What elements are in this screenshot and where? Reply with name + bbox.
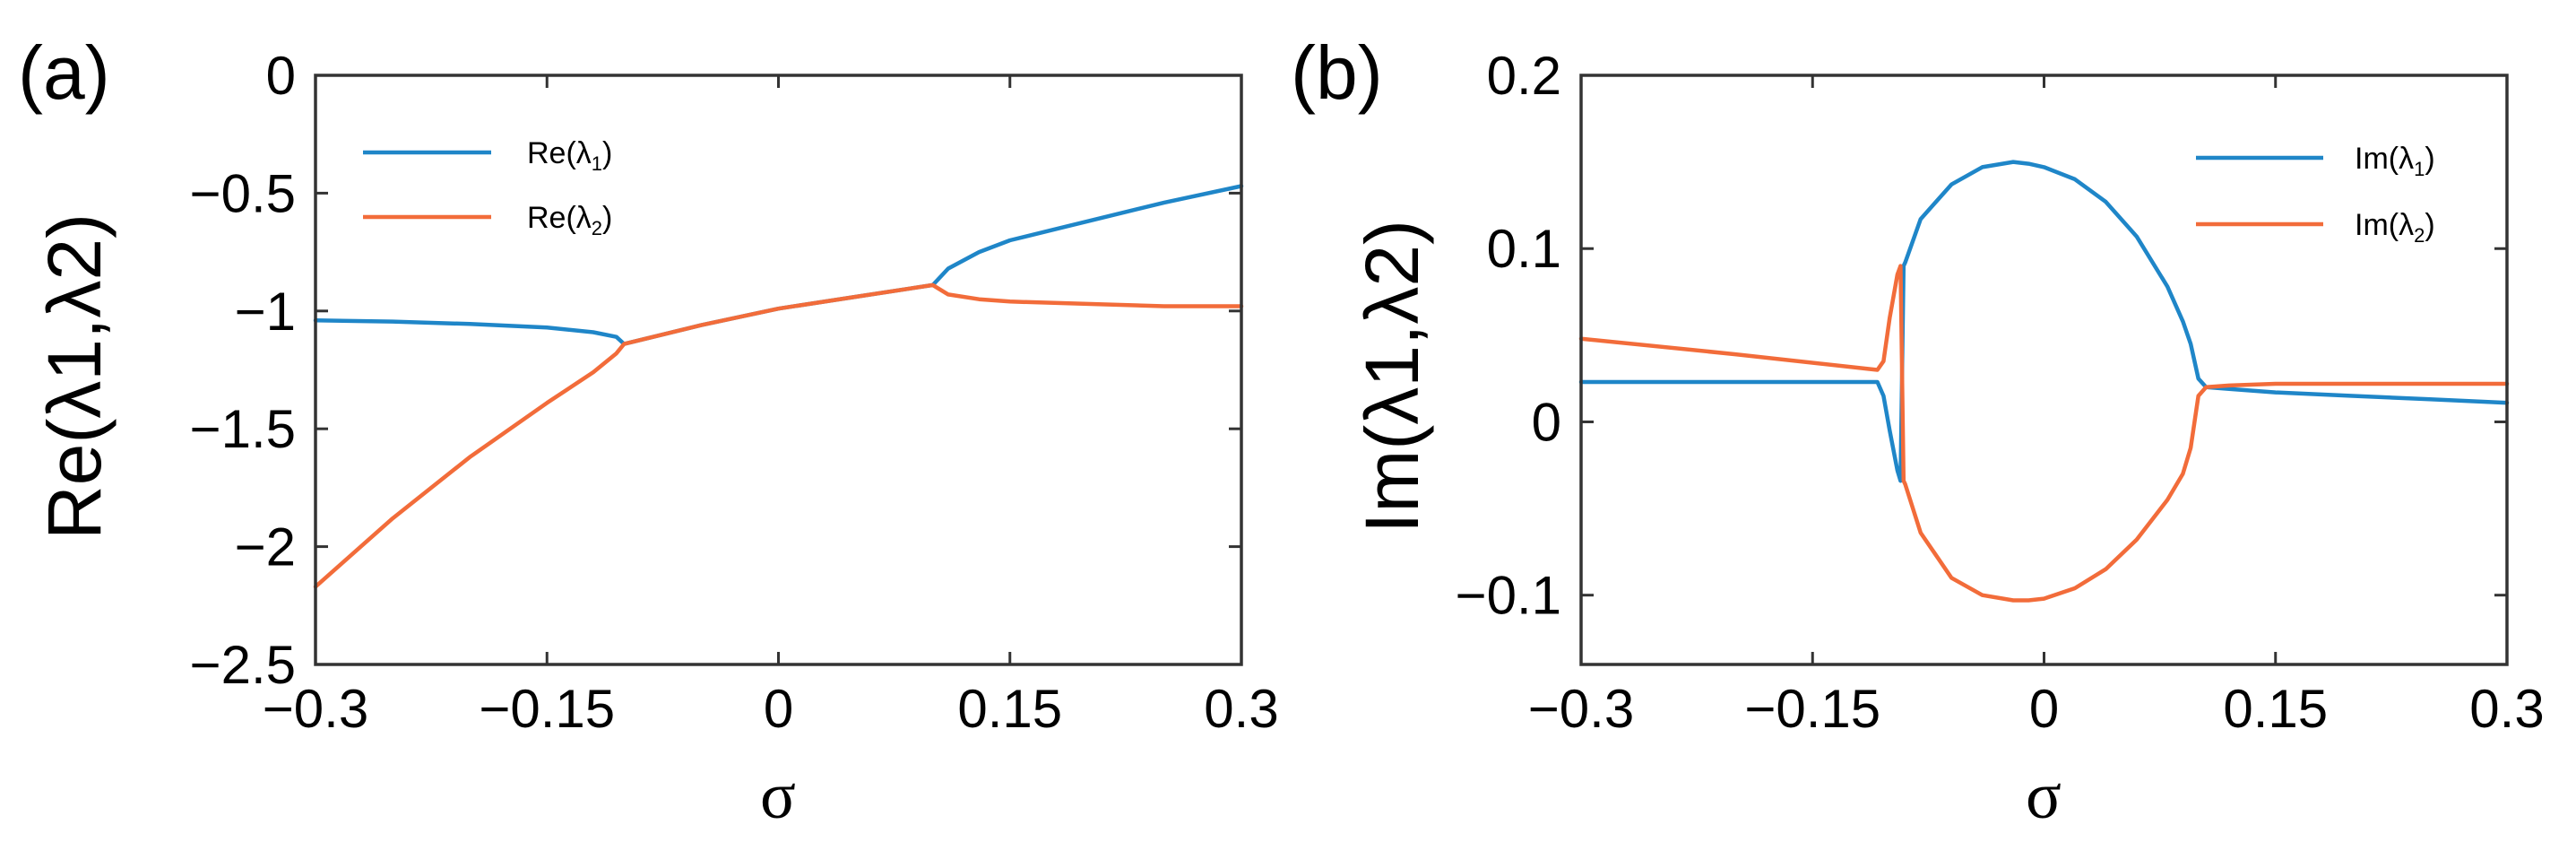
panel-a-xtick-label: 0.15 [957,679,1062,739]
panel-b-ylabel: Im(λ1,λ2) [1350,220,1434,534]
panel-a-ytick-label: 0 [266,46,296,106]
panel-b-xlabel: σ [2026,760,2062,833]
panel-a-label: (a) [18,30,110,115]
legend-label-im-lambda2: Im(λ2) [2355,208,2435,247]
panel-a-ylabel: Re(λ1,λ2) [32,213,117,540]
panel-b-ytick-label: 0.2 [1487,46,1561,106]
panel-a-legend: Re(λ1) Re(λ2) [363,136,612,239]
panel-a-ylabel-text: Re(λ1,λ2) [32,213,117,540]
panel-b-series-line-2 [1581,266,2507,601]
panel-a-ytick-label: −0.5 [190,163,296,223]
panel-b: (b) Im(λ1,λ2) −0.3 −0.15 0 0.15 0.3 0.2 0.1 0 −0… [1291,30,2545,833]
panel-a-ytick-label: −1 [235,282,296,342]
panel-a-series-line-2 [316,285,1241,586]
panel-b-xtick-label: 0.3 [2469,679,2544,739]
panel-a-ytick-label: −1.5 [190,399,296,459]
legend-label-re-lambda2: Re(λ2) [527,201,612,239]
panel-a-ytick-label: −2.5 [190,635,296,695]
panel-a-xlabel: σ [760,760,796,833]
panel-b-xtick-label: 0.15 [2223,679,2328,739]
panel-a: (a) Re(λ1,λ2) −0.3 −0.15 0 0.15 0.30−0.5−1−1… [18,30,1279,833]
panel-a-series [316,187,1241,587]
panel-a-xtick-label: 0.3 [1204,679,1278,739]
panel-b-label: (b) [1291,30,1383,115]
panel-b-xtick-label: −0.3 [1528,679,1634,739]
panel-a-axes-box [316,75,1241,664]
legend-label-re-lambda1: Re(λ1) [527,136,612,175]
panel-b-legend: Im(λ1) Im(λ2) [2196,142,2435,247]
panel-b-ytick-label: 0 [1532,392,1561,452]
panel-a-series-line-1 [316,187,1241,344]
panel-a-xtick-label: −0.15 [479,679,615,739]
figure: (a) Re(λ1,λ2) −0.3 −0.15 0 0.15 0.3 0 −0.5 −1 −1… [0,0,2576,842]
panel-b-xtick-label: 0 [2029,679,2059,739]
panel-a-ticks: −0.3 −0.15 0 0.15 0.30−0.5−1−1.5−2−2.5 [190,46,1279,739]
panel-a-ytick-label: −2 [235,517,296,577]
panel-b-ytick-label: 0.1 [1487,219,1561,279]
panel-b-ylabel-text: Im(λ1,λ2) [1350,220,1434,534]
panel-a-xtick-label: 0 [764,679,793,739]
legend-label-im-lambda1: Im(λ1) [2355,142,2435,180]
panel-b-ytick-label: −0.1 [1456,566,1561,626]
panel-b-xtick-label: −0.15 [1744,679,1880,739]
